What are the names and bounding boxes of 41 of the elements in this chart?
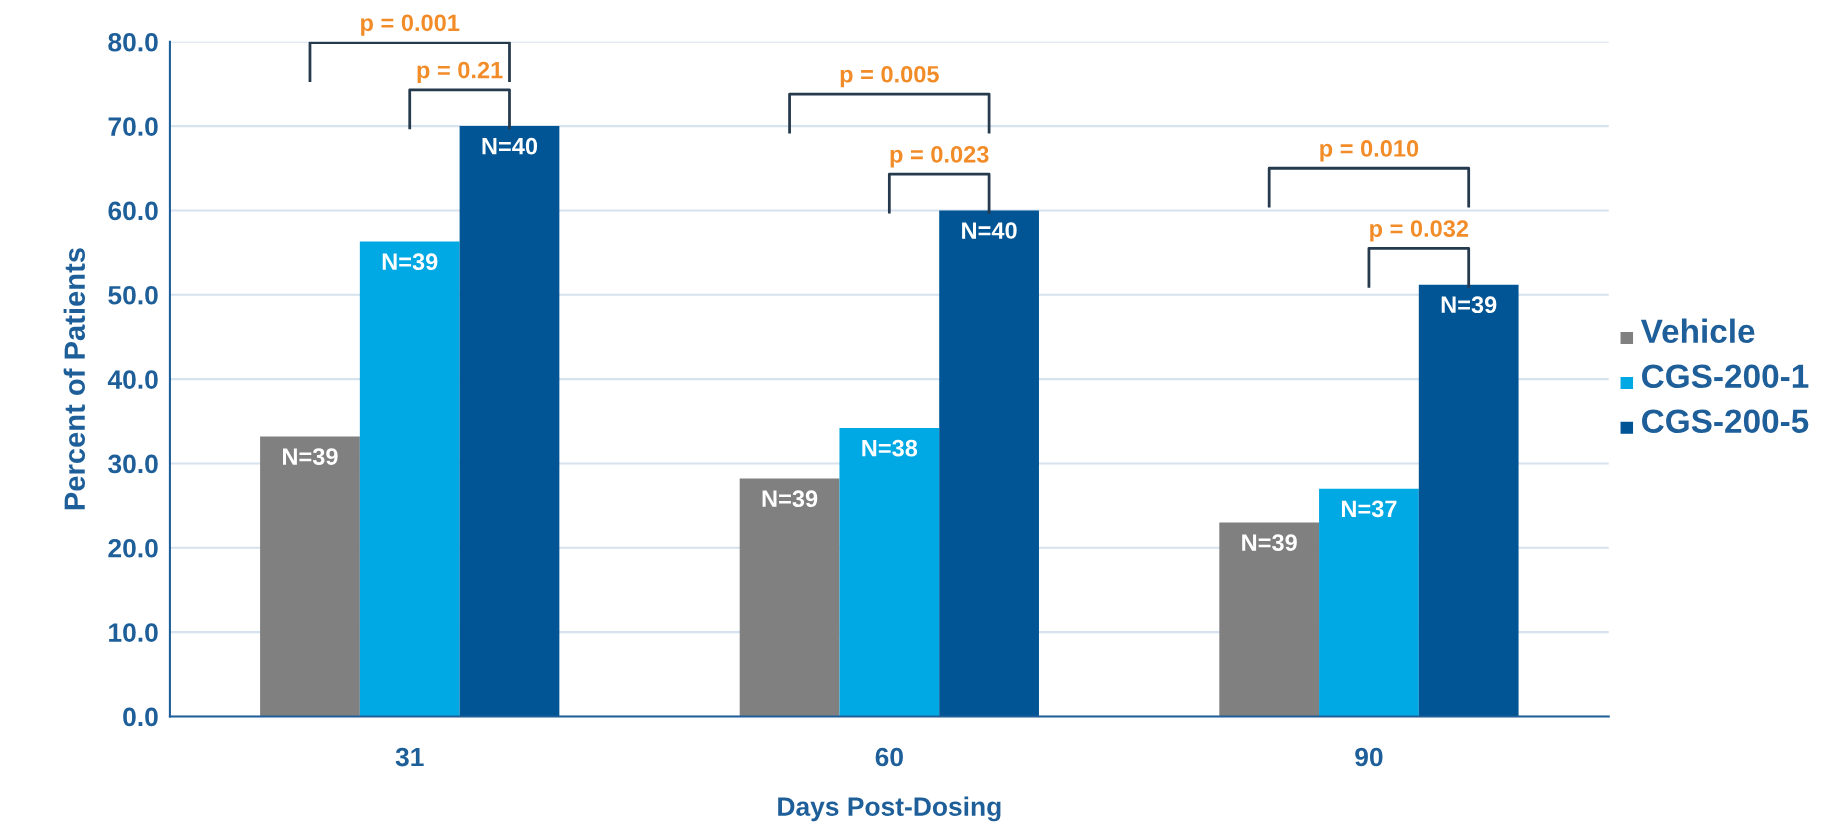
x-tick-label: 90 [1355, 747, 1383, 767]
annotation: p = 0.010 [1320, 140, 1419, 162]
legend-label: CGS-200-1 [1642, 364, 1809, 389]
bar [359, 241, 460, 717]
bar [739, 478, 840, 717]
legend-label: Vehicle [1640, 318, 1755, 344]
annotation: p = 0.032 [1370, 220, 1469, 242]
y-tick-label: 10.0 [109, 623, 158, 642]
annotation: p = 0.023 [890, 146, 989, 168]
y-tick-label: 50.0 [108, 285, 158, 305]
bar [459, 126, 560, 717]
y-tick-label: 60.0 [108, 201, 158, 221]
annotation: N=39 [1441, 296, 1497, 314]
annotation: N=39 [283, 448, 338, 465]
y-tick-label: 70.0 [108, 117, 158, 136]
bar [1219, 522, 1320, 717]
x-axis-title: Days Post-Dosing [778, 796, 1001, 822]
annotation: N=40 [962, 222, 1017, 239]
x-tick-label: 60 [875, 747, 903, 767]
y-tick-label: 40.0 [107, 370, 158, 389]
annotation: p = 0.005 [840, 65, 939, 88]
y-tick-label: 0.0 [123, 707, 158, 727]
bar [839, 428, 940, 717]
text: p = 0.001 [361, 14, 460, 36]
annotation: N=39 [382, 253, 438, 271]
annotation: N=39 [762, 490, 818, 508]
annotation: N=37 [1341, 500, 1397, 518]
bar [1418, 284, 1519, 717]
y-tick-label: 80.0 [108, 32, 158, 52]
bar [260, 436, 360, 717]
annotation: p = 0.21 [417, 61, 503, 84]
annotation: N=39 [1242, 534, 1297, 551]
x-tick-label: 31 [395, 747, 424, 767]
y-tick-label: 20.0 [108, 538, 158, 558]
annotation: N=38 [862, 439, 918, 457]
legend-label: CGS-200-5 [1642, 409, 1809, 433]
y-tick-label: 30.0 [108, 454, 158, 474]
bar [1319, 488, 1419, 717]
annotation: N=40 [482, 137, 538, 155]
bar [939, 210, 1039, 717]
y-axis-title: Percent of Patients [63, 248, 86, 510]
